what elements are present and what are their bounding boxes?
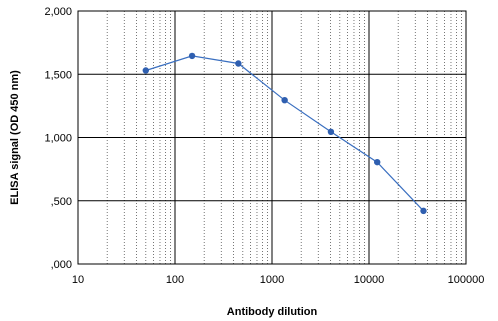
- x-tick-labels: 10 100 1000 10000 100000: [72, 274, 484, 286]
- x-tick-label: 10000: [354, 274, 385, 286]
- data-point: [281, 96, 288, 104]
- y-tick-label: 1,000: [44, 133, 72, 145]
- y-tick-label: 2,000: [44, 6, 72, 18]
- plot-frame: [77, 10, 467, 265]
- data-point: [235, 60, 242, 67]
- data-point: [420, 207, 427, 215]
- x-tick-label: 1000: [260, 274, 284, 286]
- data-point: [374, 158, 381, 166]
- y-tick-label: ,500: [51, 196, 72, 208]
- y-tick-label: 1,500: [44, 69, 72, 81]
- x-axis-title: Antibody dilution: [227, 306, 318, 318]
- x-tick-label: 100: [166, 274, 184, 286]
- major-gridlines: [77, 10, 467, 265]
- y-axis-title: ELISA signal (OD 450 nm): [9, 70, 21, 205]
- data-point: [142, 67, 150, 74]
- y-tick-label: ,000: [51, 259, 72, 271]
- series-line: [145, 55, 424, 212]
- data-point: [188, 52, 196, 60]
- x-tick-label: 100000: [448, 274, 485, 286]
- series-layer: [142, 52, 427, 215]
- y-tick-labels: ,000 ,500 1,000 1,500 2,000: [44, 6, 72, 271]
- x-tick-label: 10: [72, 274, 84, 286]
- data-point: [327, 128, 335, 136]
